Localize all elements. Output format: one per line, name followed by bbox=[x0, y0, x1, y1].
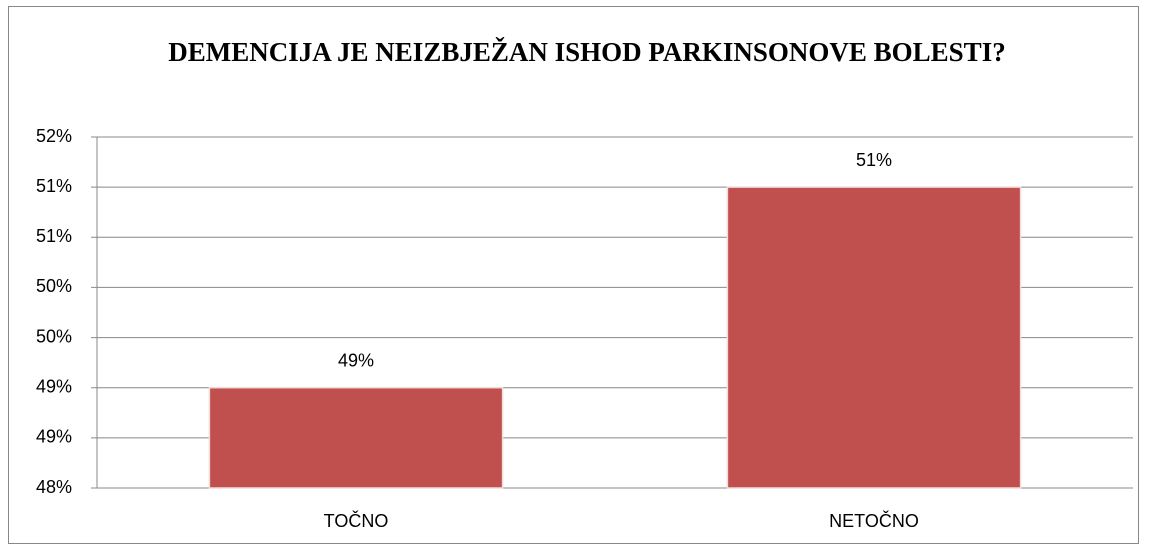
y-tick-label: 49% bbox=[36, 427, 72, 447]
y-tick-label: 48% bbox=[36, 477, 72, 497]
chart-title: DEMENCIJA JE NEIZBJEŽAN ISHOD PARKINSONO… bbox=[168, 37, 1006, 67]
x-tick-label: NETOČNO bbox=[829, 510, 919, 531]
y-tick-label: 49% bbox=[36, 376, 72, 396]
data-label: 49% bbox=[338, 350, 374, 370]
y-tick-label: 51% bbox=[36, 226, 72, 246]
y-tick-label: 50% bbox=[36, 326, 72, 346]
y-tick-label: 52% bbox=[36, 126, 72, 146]
y-tick-label: 50% bbox=[36, 276, 72, 296]
data-label: 51% bbox=[856, 150, 892, 170]
y-tick-label: 51% bbox=[36, 176, 72, 196]
bar bbox=[208, 386, 504, 489]
bar bbox=[726, 186, 1022, 489]
x-tick-label: TOČNO bbox=[324, 510, 389, 531]
chart-frame bbox=[8, 6, 1139, 544]
